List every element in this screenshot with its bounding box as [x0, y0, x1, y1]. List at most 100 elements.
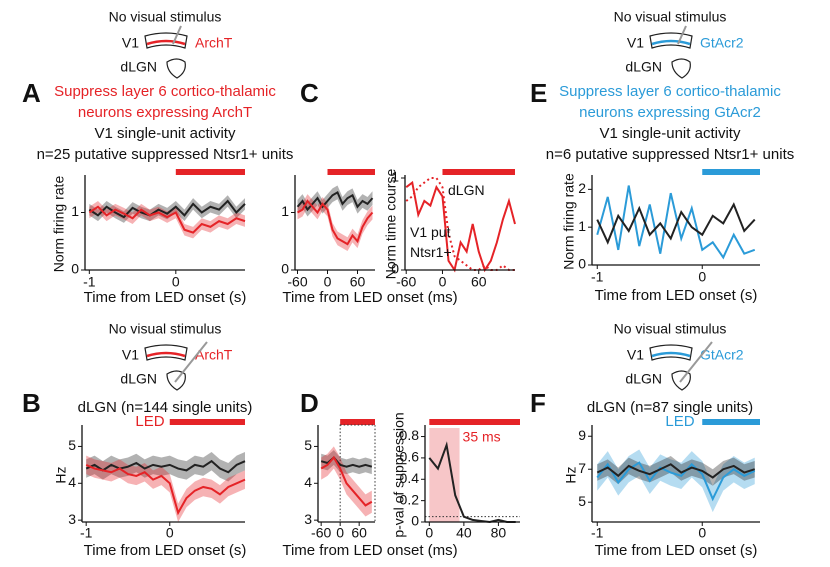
probe	[172, 25, 182, 45]
series-line	[320, 455, 373, 507]
led-bar	[442, 169, 515, 175]
y-tick-label: 0.6	[400, 449, 420, 465]
series-line	[296, 190, 374, 212]
region-label: V1	[627, 347, 644, 363]
series-line	[596, 185, 756, 260]
x-tick-label: -60	[396, 274, 416, 290]
series-label: dLGN	[448, 182, 485, 198]
x-tick-label: 0	[698, 269, 706, 285]
panel-title: Suppress layer 6 cortico-thalamic	[54, 83, 276, 100]
y-tick-label: 1	[71, 203, 79, 219]
x-axis-label: Time from LED onset (ms)	[282, 542, 457, 559]
y-axis-label: Norm firing rate	[561, 173, 577, 270]
dlgn-outline	[166, 370, 186, 391]
opsin-label: ArchT	[195, 347, 233, 363]
panel-subtitle: dLGN (n=144 single units)	[78, 399, 253, 416]
stimulus-note: No visual stimulus	[614, 9, 727, 25]
region-label: dLGN	[625, 59, 662, 75]
y-tick-label: 0	[391, 261, 399, 277]
layer-6	[651, 351, 691, 358]
x-tick-label: -1	[83, 274, 96, 290]
x-tick-label: 0	[698, 525, 706, 541]
region-label: V1	[627, 35, 644, 51]
x-axis-label: Time from LED onset (s)	[595, 542, 758, 559]
y-axis-label: p-val of suppression	[391, 412, 407, 537]
y-tick-label: 0	[71, 261, 79, 277]
x-tick-label: 60	[471, 274, 487, 290]
x-axis-label: Time from LED onset (s)	[84, 289, 247, 306]
x-axis-label: Time from LED onset (s)	[84, 542, 247, 559]
series-line	[297, 199, 374, 246]
panel-subtitle: V1 single-unit activity	[600, 125, 741, 142]
probe	[679, 341, 713, 383]
x-axis-label: Time from LED onset (ms)	[282, 289, 457, 306]
y-tick-label: 0.4	[400, 470, 420, 486]
error-band	[297, 185, 373, 217]
y-tick-label: 5	[578, 493, 586, 509]
y-axis-label: Hz	[53, 466, 69, 483]
panel-label: E	[530, 78, 547, 108]
y-tick-label: 0	[411, 513, 419, 529]
opsin-label: ArchT	[195, 35, 233, 51]
y-axis-label: Hz	[563, 466, 579, 483]
panel-subtitle: dLGN (n=87 single units)	[587, 399, 753, 416]
y-tick-label: 2	[578, 180, 586, 196]
series-line	[88, 205, 246, 234]
x-tick-label: 0	[324, 274, 332, 290]
x-tick-label: 0	[336, 525, 344, 541]
panel-label: A	[22, 78, 41, 108]
y-axis-label: Norm firing rate	[51, 176, 67, 273]
panel-subtitle: V1 single-unit activity	[95, 125, 236, 142]
layer-6	[651, 39, 691, 46]
y-tick-label: 9	[578, 427, 586, 443]
cortex-outline	[144, 32, 188, 49]
x-tick-label: -1	[80, 525, 93, 541]
panel-title: neurons expressing ArchT	[78, 104, 252, 121]
layer-6	[146, 351, 186, 358]
x-tick-label: -1	[591, 269, 604, 285]
y-tick-label: 1	[578, 218, 586, 234]
dlgn-outline	[166, 58, 186, 79]
series-line	[596, 461, 756, 502]
led-bar	[702, 169, 760, 175]
panel-subtitle: n=6 putative suppressed Ntsr1+ units	[546, 146, 794, 163]
series-line	[596, 463, 756, 479]
series-line	[88, 199, 246, 219]
y-tick-label: 3	[304, 511, 312, 527]
opsin-label: GtAcr2	[700, 35, 744, 51]
panel-title: neurons expressing GtAcr2	[579, 104, 761, 121]
led-bar	[340, 419, 375, 425]
y-tick-label: 1	[281, 203, 289, 219]
layer-6	[146, 39, 186, 46]
stimulus-note: No visual stimulus	[109, 9, 222, 25]
cortex-outline	[649, 344, 693, 361]
x-axis-label: Time from LED onset (s)	[595, 287, 758, 304]
y-tick-label: 0	[578, 256, 586, 272]
panel-label: B	[22, 388, 41, 418]
region-label: dLGN	[120, 371, 157, 387]
x-tick-label: 60	[351, 525, 367, 541]
window-label: 35 ms	[463, 429, 501, 445]
led-bar	[175, 169, 245, 175]
led-bar	[429, 419, 520, 425]
significance-window	[429, 428, 460, 522]
series-line	[405, 180, 516, 273]
panel-label: F	[530, 388, 546, 418]
panel-label: C	[300, 78, 319, 108]
x-tick-label: 0	[166, 525, 174, 541]
panel-subtitle: n=25 putative suppressed Ntsr1+ units	[37, 146, 294, 163]
opsin-label: GtAcr2	[700, 347, 744, 363]
dlgn-outline	[671, 58, 691, 79]
cortex-outline	[649, 32, 693, 49]
x-tick-label: -1	[591, 525, 604, 541]
y-tick-label: 1	[391, 169, 399, 185]
y-tick-label: 5	[68, 437, 76, 453]
y-tick-label: 5	[304, 437, 312, 453]
dlgn-outline	[671, 370, 691, 391]
series-line	[596, 202, 756, 245]
y-axis-label: Norm time course	[383, 169, 399, 280]
y-tick-label: 4	[68, 474, 76, 490]
x-tick-label: 0	[425, 525, 433, 541]
x-tick-label: 40	[456, 525, 472, 541]
